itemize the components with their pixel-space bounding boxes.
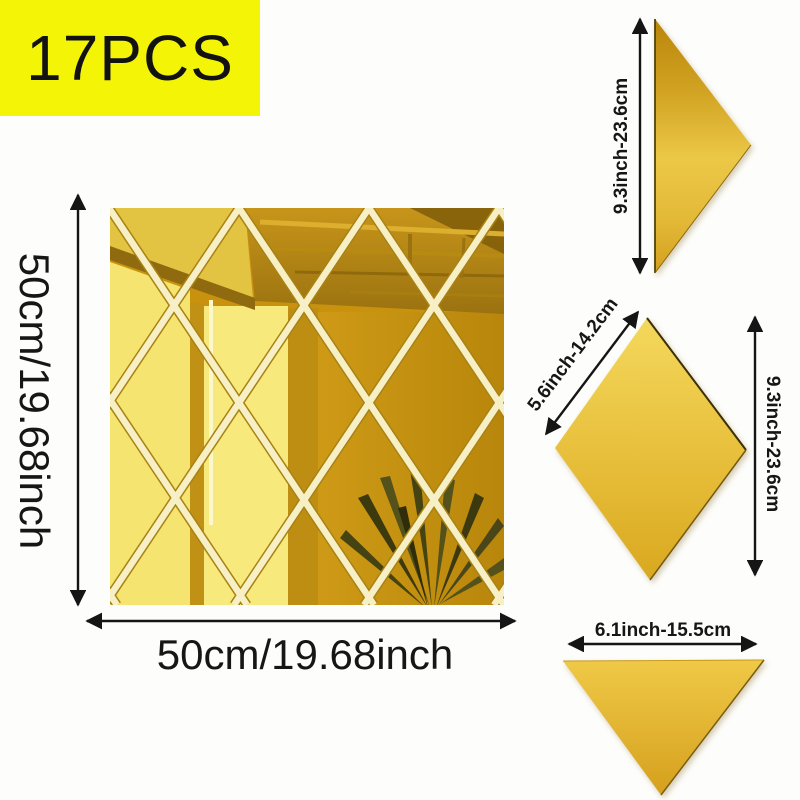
right-triangle-piece: [654, 19, 752, 274]
down-triangle-width-arrow-icon: [567, 636, 758, 652]
down-triangle-width-label: 6.1inch-15.5cm: [594, 620, 732, 641]
plant-silhouette: [340, 470, 504, 605]
panel-height-dimension-arrow-icon: [70, 193, 86, 607]
panel-height-label: 50cm/19.68inch: [11, 252, 58, 550]
rhombus-edge-arrow-icon: [544, 310, 640, 436]
right-triangle-height-label: 9.3inch-23.6cm: [611, 77, 632, 215]
diamond-grid-lines: [110, 208, 504, 605]
panel-width-dimension-arrow-icon: [85, 612, 517, 630]
right-triangle-height-arrow-icon: [632, 17, 648, 275]
down-triangle-piece: [562, 659, 765, 796]
rhombus-height-label: 9.3inch-23.6cm: [762, 375, 783, 513]
mirror-panel-photo: [110, 208, 504, 605]
panel-width-label: 50cm/19.68inch: [156, 631, 454, 678]
pieces-count-badge: 17PCS: [0, 0, 260, 116]
rhombus-height-arrow-icon: [747, 315, 763, 577]
